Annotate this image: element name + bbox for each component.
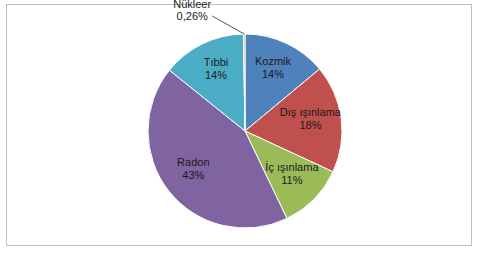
svg-text:İç ışınlama11%: İç ışınlama11% xyxy=(265,161,319,186)
svg-text:Radon43%: Radon43% xyxy=(177,156,209,181)
svg-text:Dış ışınlama18%: Dış ışınlama18% xyxy=(280,106,342,131)
svg-text:Tıbbi14%: Tıbbi14% xyxy=(204,56,228,81)
svg-text:Nükleer0,26%: Nükleer0,26% xyxy=(173,0,211,22)
svg-text:Kozmik14%: Kozmik14% xyxy=(255,55,292,80)
